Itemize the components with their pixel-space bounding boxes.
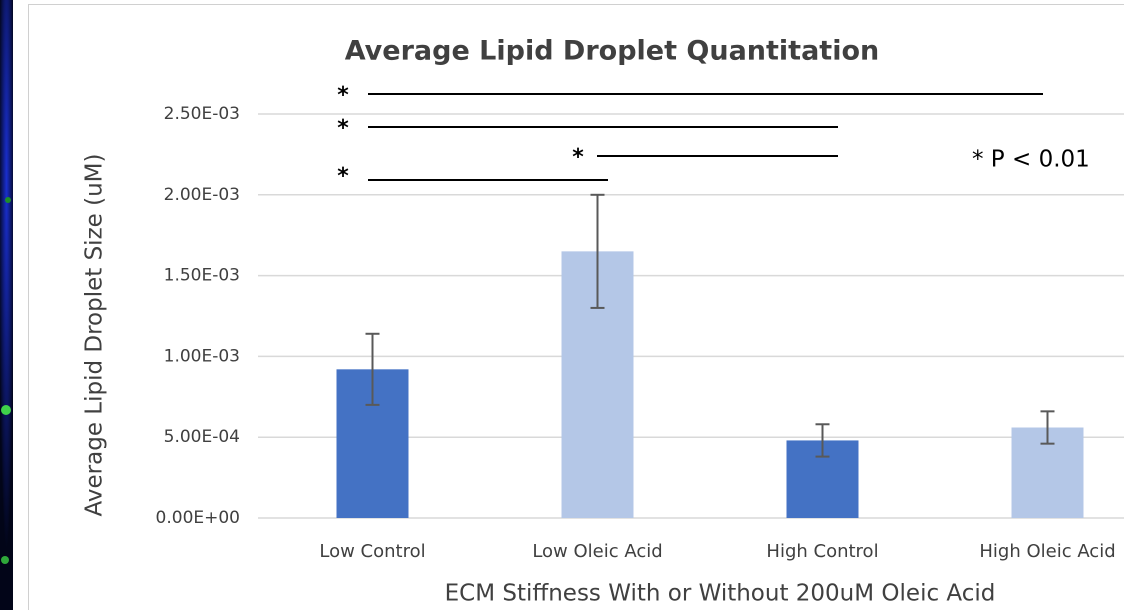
x-tick-label: Low Oleic Acid: [532, 541, 662, 562]
chart-title: Average Lipid Droplet Quantitation: [345, 36, 880, 67]
y-tick-label: 5.00E-04: [164, 427, 240, 447]
annotation: *: [337, 164, 349, 189]
x-tick-label: Low Control: [319, 541, 425, 562]
y-tick-label: 2.50E-03: [164, 104, 240, 124]
side-image: [0, 0, 13, 610]
y-tick-label: 1.00E-03: [164, 346, 240, 366]
x-axis-title: ECM Stiffness With or Without 200uM Olei…: [445, 581, 996, 607]
image-spot: [1, 556, 9, 564]
x-tick-label: High Control: [766, 541, 878, 562]
annotation: *: [572, 145, 584, 170]
image-spot: [5, 197, 11, 203]
x-tick-label: High Oleic Acid: [979, 541, 1115, 562]
y-axis-title: Average Lipid Droplet Size (uM): [82, 154, 108, 517]
annotation: *: [337, 83, 349, 108]
y-tick-label: 1.50E-03: [164, 266, 240, 286]
chart: Average Lipid Droplet Quantitation Avera…: [0, 0, 1124, 610]
image-spot: [1, 405, 11, 415]
page: {"chart_data": {"type": "bar", "title": …: [0, 0, 1124, 610]
y-tick-label: 0.00E+00: [156, 508, 240, 528]
y-tick-label: 2.00E-03: [164, 185, 240, 205]
annotation: * P < 0.01: [972, 147, 1090, 173]
annotation: *: [337, 116, 349, 141]
